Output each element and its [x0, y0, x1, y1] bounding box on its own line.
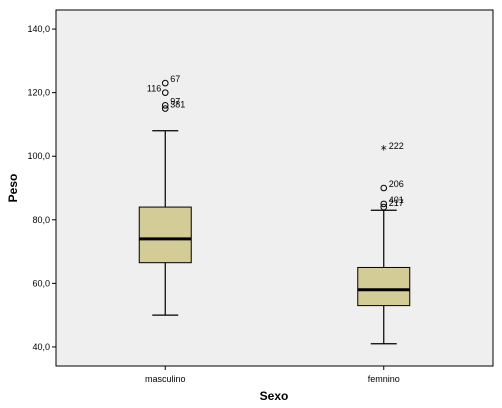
y-tick-label: 80,0: [32, 215, 50, 225]
y-tick-label: 40,0: [32, 342, 50, 352]
outlier-label: 116: [147, 84, 161, 94]
outlier-marker: [161, 105, 169, 112]
outlier-marker: [161, 102, 169, 109]
iqr-box: [357, 266, 411, 307]
x-tick-label: femnino: [368, 374, 400, 384]
outlier-label: 381: [170, 100, 185, 110]
outlier-label: 67: [170, 74, 180, 84]
outlier-marker: [380, 184, 388, 192]
outlier-marker: [380, 200, 388, 208]
x-axis: masculino femnino: [145, 366, 400, 384]
outlier-label: 206: [389, 179, 404, 189]
y-axis-title: Peso: [6, 174, 20, 203]
outlier-marker: [161, 79, 169, 87]
iqr-box: [138, 206, 192, 264]
x-axis-title: Sexo: [260, 389, 289, 403]
y-tick-label: 60,0: [32, 278, 50, 288]
outlier-star-marker: *: [381, 143, 387, 157]
outlier-label: 97: [170, 96, 180, 106]
y-axis: 40,0 60,0 80,0 100,0 120,0 140,0: [27, 24, 56, 352]
outlier-label: 222: [389, 141, 404, 151]
outlier-marker: [380, 203, 388, 211]
y-tick-label: 140,0: [27, 24, 50, 34]
plot-area: [55, 9, 494, 367]
y-tick-label: 100,0: [27, 151, 50, 161]
outlier-label: 217: [389, 198, 404, 208]
outlier-label: 401: [389, 195, 404, 205]
outlier-marker: [161, 89, 169, 96]
y-tick-label: 120,0: [27, 88, 50, 98]
x-tick-label: masculino: [145, 374, 186, 384]
